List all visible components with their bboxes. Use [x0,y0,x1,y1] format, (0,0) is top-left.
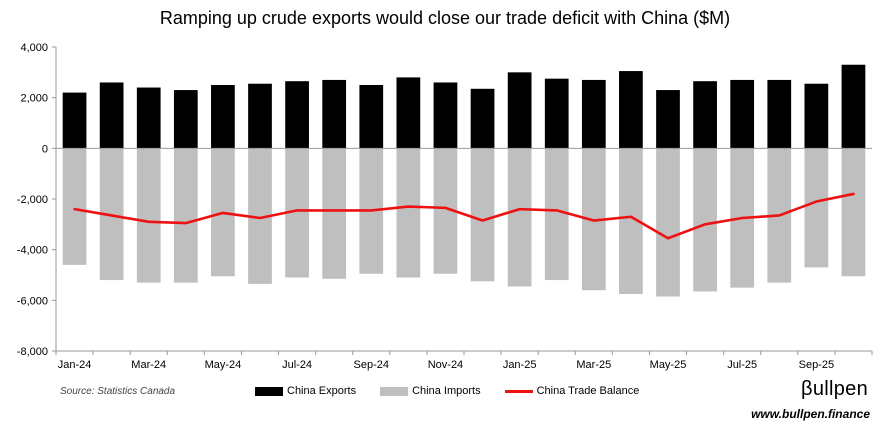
legend-item-balance: China Trade Balance [504,385,640,397]
x-tick-label: Mar-25 [576,359,611,371]
bar-exports [730,79,755,149]
legend-swatch-exports [255,386,283,396]
bar-imports [62,148,87,265]
brand-url: www.bullpen.finance [751,407,870,421]
bar-imports [470,148,495,282]
x-tick-label: Mar-24 [131,359,166,371]
bar-exports [359,85,384,149]
x-tick-label: Jan-24 [58,359,92,371]
bar-exports [841,64,866,149]
bar-exports [99,82,124,149]
brand-logo: βullpen [801,378,868,400]
y-tick-label: 0 [42,143,48,155]
source-note: Source: Statistics Canada [60,386,176,397]
y-tick-label: -4,000 [17,245,48,257]
bar-exports [767,79,792,149]
chart-legend: China Exports China Imports China Trade … [255,385,663,397]
y-tick-label: 4,000 [20,42,48,54]
bar-imports [693,148,717,292]
x-tick-label: Nov-24 [428,359,463,371]
bar-exports [396,77,421,149]
bar-exports [285,81,309,149]
bar-exports [693,81,717,149]
x-tick-label: May-25 [650,359,687,371]
trade-balance-line [73,192,855,240]
legend-swatch-imports [380,386,409,396]
chart-title: Ramping up crude exports would close our… [159,8,731,28]
x-tick-label: May-24 [205,359,242,371]
bar-imports [285,148,309,278]
bar-exports [544,78,569,149]
bar-exports [507,72,532,149]
legend-item-imports: China Imports [380,385,481,397]
bar-imports [656,148,680,297]
bar-imports [804,148,829,268]
bar-imports [433,148,458,274]
bar-exports [470,88,495,149]
x-tick-label: Sep-24 [354,359,389,371]
bar-exports [804,83,829,149]
legend-label-imports: China Imports [412,385,481,397]
x-tick-label: Jul-24 [282,359,312,371]
bar-exports [433,82,458,149]
bar-imports [396,148,421,278]
legend-swatch-balance [504,389,533,393]
bar-exports [136,87,161,149]
bar-imports [136,148,161,283]
bar-imports [248,148,272,284]
bar-exports [322,79,347,149]
bar-exports [62,92,87,149]
bar-exports [581,79,606,149]
bar-imports [507,148,532,287]
bar-imports [173,148,198,283]
x-tick-label: Jan-25 [503,359,537,371]
x-tick-label: Sep-25 [799,359,834,371]
bar-imports [619,148,643,294]
bar-imports [544,148,569,281]
y-tick-label: -2,000 [17,194,48,206]
bar-exports [248,83,272,149]
y-tick-label: -6,000 [17,295,48,307]
bar-exports [619,71,643,149]
bar-exports [656,90,680,149]
y-tick-label: 2,000 [20,93,48,105]
y-tick-label: -8,000 [17,346,48,358]
bar-exports [173,90,198,149]
bar-imports [841,148,866,277]
bar-imports [322,148,347,279]
x-tick-label: Jul-25 [727,359,757,371]
legend-label-balance: China Trade Balance [536,385,640,397]
legend-label-exports: China Exports [287,385,357,397]
legend-item-exports: China Exports [255,385,356,397]
bar-exports [211,85,235,149]
